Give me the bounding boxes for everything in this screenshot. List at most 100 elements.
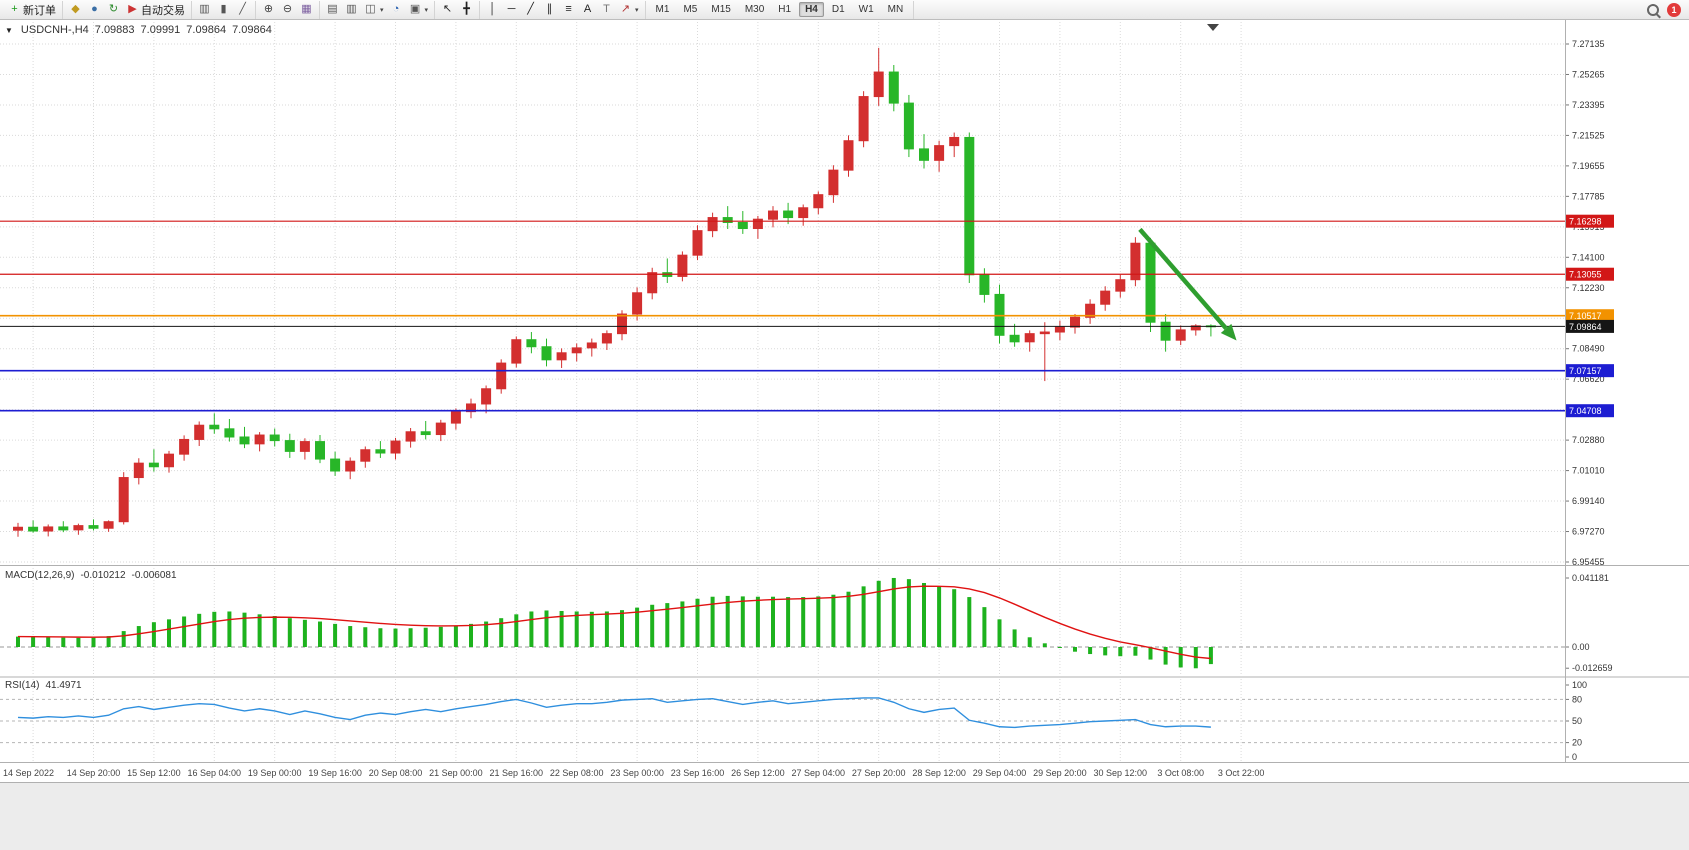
candle (284, 433, 295, 458)
svg-text:22 Sep 08:00: 22 Sep 08:00 (550, 768, 604, 778)
candle (179, 435, 190, 461)
macd-label: MACD(12,26,9) -0.010212 -0.006081 (5, 570, 177, 581)
candle (783, 202, 794, 225)
arrow-shape-icon: ↗ (620, 3, 631, 15)
timeframe-h4[interactable]: H4 (799, 2, 824, 17)
play-icon: ▶ (128, 3, 137, 15)
timeframe-d1[interactable]: D1 (831, 4, 845, 15)
candle (586, 338, 597, 357)
candle (1024, 330, 1035, 352)
candle (1115, 274, 1126, 298)
candle (662, 258, 673, 283)
svg-text:7.02880: 7.02880 (1572, 435, 1605, 445)
arrange-h-icon: ▤ (327, 3, 338, 15)
candle (768, 206, 778, 228)
svg-text:0: 0 (1572, 752, 1577, 762)
timeframe-h1[interactable]: H1 (778, 4, 792, 15)
timeframe-m5[interactable]: M5 (683, 4, 698, 15)
svg-text:3 Oct 08:00: 3 Oct 08:00 (1157, 768, 1204, 778)
candle (1009, 323, 1020, 347)
svg-text:-0.012659: -0.012659 (1572, 663, 1613, 673)
candle (254, 432, 265, 452)
vline-icon: │ (489, 3, 496, 15)
auto-trading-button[interactable]: ▶ 自动交易 (123, 1, 188, 18)
refresh-icon: ↻ (108, 3, 119, 15)
bar-chart-button[interactable]: ▥ (195, 1, 214, 18)
macd-name: MACD(12,26,9) (5, 570, 75, 581)
candle (466, 398, 476, 419)
candle (1190, 324, 1201, 336)
candle (496, 359, 507, 394)
text-label-button[interactable]: T (597, 1, 616, 18)
candle (330, 451, 341, 476)
svg-text:6.97270: 6.97270 (1572, 527, 1605, 537)
chart-shift-marker-icon[interactable] (1207, 24, 1219, 31)
market-watch-button[interactable]: ● (85, 1, 104, 18)
metaeditor-button[interactable]: ◆ (66, 1, 85, 18)
chart-menu-icon[interactable]: ▼ (5, 26, 13, 35)
timeframe-m1[interactable]: M1 (655, 4, 670, 15)
price-axis[interactable] (1565, 20, 1689, 762)
svg-text:80: 80 (1572, 694, 1582, 704)
channel-button[interactable]: ∥ (540, 1, 559, 18)
svg-text:19 Sep 16:00: 19 Sep 16:00 (308, 768, 362, 778)
period-button[interactable]: ◔ (387, 1, 406, 18)
candle (133, 458, 144, 485)
timeframe-m30[interactable]: M30 (744, 4, 765, 15)
candle (677, 251, 688, 282)
fibonacci-button[interactable]: ≡ (559, 1, 578, 18)
vertical-line-button[interactable]: │ (483, 1, 502, 18)
chart-canvas[interactable]: 7.27135 7.25265 7.23395 7.21525 7.19655 7.177… (0, 20, 1689, 783)
window-background (0, 783, 1689, 850)
arrows-button[interactable]: ↗ ▾ (616, 1, 642, 18)
svg-text:7.14100: 7.14100 (1572, 252, 1605, 262)
candle (58, 521, 69, 533)
candle (239, 426, 250, 449)
candle (1070, 314, 1080, 334)
svg-text:0.00: 0.00 (1572, 642, 1590, 652)
line-chart-button[interactable]: ╱ (233, 1, 252, 18)
svg-text:7.19655: 7.19655 (1572, 161, 1605, 171)
macd-signal-value: -0.006081 (131, 570, 177, 581)
chart-high-value: 7.09991 (140, 24, 181, 36)
candle (224, 419, 235, 442)
chart-title: ▼ USDCNH-,H4 7.09883 7.09991 7.09864 7.0… (5, 24, 272, 36)
candle (526, 332, 537, 354)
time-axis[interactable] (0, 763, 1689, 783)
timeframe-w1[interactable]: W1 (858, 4, 874, 15)
notification-badge[interactable]: 1 (1667, 2, 1681, 17)
text-button[interactable]: A (578, 1, 597, 18)
macd-histogram (16, 577, 1213, 669)
zoom-in-button[interactable]: ⊕ (259, 1, 278, 18)
tile-horizontal-button[interactable]: ▤ (323, 1, 342, 18)
zoom-out-button[interactable]: ⊖ (278, 1, 297, 18)
candle (722, 206, 733, 230)
tile-windows-button[interactable]: ▦ (297, 1, 316, 18)
refresh-button[interactable]: ↻ (104, 1, 123, 18)
trend-arrow[interactable] (1138, 227, 1237, 341)
new-order-button[interactable]: + 新订单 (5, 1, 59, 18)
crosshair-button[interactable]: ╋ (457, 1, 476, 18)
resistance-line-1-price-label: 7.16298 (1566, 214, 1614, 228)
template-button[interactable]: ▣ ▾ (406, 1, 432, 18)
candlestick-chart-button[interactable]: ▮ (214, 1, 233, 18)
timeframe-mn[interactable]: MN (887, 4, 904, 15)
candle (752, 215, 763, 239)
candle (148, 449, 159, 472)
new-chart-button[interactable]: ◫ ▾ (361, 1, 387, 18)
timeframe-m15[interactable]: M15 (711, 4, 731, 15)
candle (1130, 237, 1141, 287)
template-icon: ▣ (409, 3, 421, 15)
search-icon[interactable] (1647, 3, 1659, 16)
person-icon: ● (91, 3, 98, 15)
tile-vertical-button[interactable]: ▥ (342, 1, 361, 18)
svg-text:16 Sep 04:00: 16 Sep 04:00 (188, 768, 242, 778)
trendline-button[interactable]: ╱ (521, 1, 540, 18)
candle (828, 165, 839, 203)
rsi-value: 41.4971 (45, 680, 82, 691)
candle (405, 428, 416, 448)
chart-window: 7.27135 7.25265 7.23395 7.21525 7.19655 7.177… (0, 20, 1689, 783)
horizontal-line-button[interactable]: ─ (502, 1, 521, 18)
cursor-button[interactable]: ↖ (438, 1, 457, 18)
channel-icon: ∥ (546, 3, 553, 15)
